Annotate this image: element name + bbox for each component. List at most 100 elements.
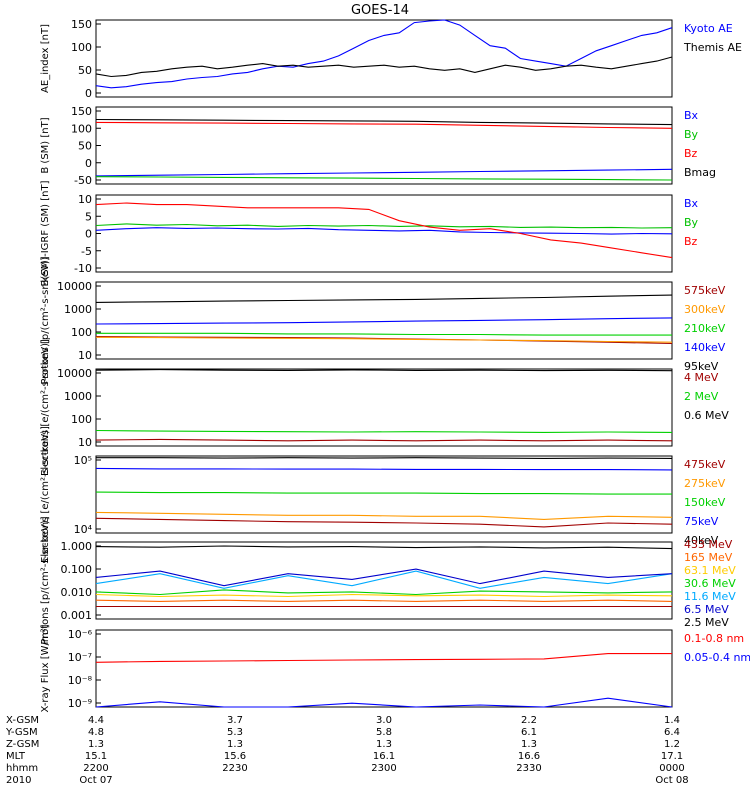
x-row-value: 5.8	[376, 727, 392, 738]
legend-entry: Kyoto AE	[684, 22, 733, 35]
y-axis-label: B(SM)-IGRF (SM) [nT]	[40, 180, 51, 286]
panel-frame	[95, 629, 673, 708]
legend-entry: 6.5 MeV	[684, 603, 729, 616]
y-tick-label: 100	[71, 326, 92, 339]
series-line-140keV	[95, 317, 673, 325]
panel-frame	[95, 368, 673, 447]
legend-entry: 63.1 MeV	[684, 564, 736, 577]
legend-entry: Bx	[684, 109, 699, 122]
x-row-value: 0000	[659, 763, 684, 774]
y-axis-label: Protons [p/(cm²-s-sr-keV)]	[40, 516, 51, 644]
legend-entry: 95keV	[684, 360, 719, 373]
panel-2: 150 100 50 0 -50 B (SM) [nT] Bx By Bz Bmag	[40, 105, 716, 187]
series-line-40keV	[96, 457, 673, 459]
legend-entry: By	[684, 128, 699, 141]
legend-entry: 0.6 MeV	[684, 409, 729, 422]
x-row-value: 16.6	[518, 751, 540, 762]
x-row-value: Oct 07	[79, 775, 112, 786]
x-row-value: 16.1	[373, 751, 395, 762]
legend-entry: 210keV	[684, 322, 726, 335]
legend-entry: 165 MeV	[684, 551, 733, 564]
y-tick-label: 10⁻⁸	[68, 674, 93, 687]
y-axis-label: Electrons [e/(cm²-s-sr-keV)]	[40, 339, 51, 476]
series-line-4-MeV	[95, 438, 673, 442]
y-tick-label: 0	[85, 228, 92, 241]
x-row-value: 6.1	[521, 727, 537, 738]
x-row-label: MLT	[6, 751, 26, 762]
legend-entry: Themis AE	[683, 41, 742, 54]
x-row-value: 2200	[83, 763, 108, 774]
panel-5: 10000 1000 100 10 Electrons [e/(cm²-s-sr-keV…	[40, 339, 729, 476]
y-tick-label: -5	[81, 245, 92, 258]
legend-entry: Bx	[684, 197, 699, 210]
y-tick-label: 10⁵	[74, 454, 92, 467]
legend-entry: Bz	[684, 235, 698, 248]
legend-entry: 2 MeV	[684, 390, 719, 403]
legend-entry: 2.5 MeV	[684, 616, 729, 629]
panel-frame	[95, 19, 673, 98]
legend-entry: 433 MeV	[684, 538, 733, 551]
x-row-value: 1.3	[88, 739, 104, 750]
y-tick-label: 10	[78, 349, 92, 362]
y-tick-label: 10000	[57, 280, 92, 293]
y-tick-label: 5	[85, 210, 92, 223]
y-tick-label: -10	[74, 262, 92, 275]
y-tick-label: 150	[71, 18, 92, 31]
series-line-0.6-MeV	[95, 369, 673, 372]
series-line-Kyoto-AE	[95, 19, 673, 89]
y-tick-label: 10000	[57, 367, 92, 380]
series-line-11.6-MeV	[95, 570, 673, 589]
x-row-label: X-GSM	[6, 715, 39, 726]
y-tick-label: 50	[78, 64, 92, 77]
x-row-value: 2300	[371, 763, 396, 774]
x-row-label: hhmm	[6, 763, 38, 774]
x-row-value: 3.0	[376, 715, 392, 726]
series-line-95keV	[95, 294, 673, 303]
y-tick-label: 0	[85, 87, 92, 100]
series-line-2-MeV	[95, 429, 673, 433]
y-tick-label: 0.100	[61, 563, 93, 576]
x-row-value: 4.8	[88, 727, 104, 738]
x-row-label: Z-GSM	[6, 739, 39, 750]
x-row-value: 1.2	[664, 739, 680, 750]
series-line-63.1-MeV	[95, 593, 673, 598]
x-row-label: 2010	[6, 775, 31, 786]
series-line-Bx	[95, 168, 673, 177]
series-line-165-MeV	[95, 599, 673, 602]
x-row-label: Y-GSM	[5, 727, 38, 738]
legend-entry: 140keV	[684, 341, 726, 354]
y-tick-label: 10⁻⁹	[68, 697, 92, 710]
y-tick-label: 100	[71, 41, 92, 54]
series-line-0.05-0.4-nm	[95, 697, 673, 708]
legend-entry: 75keV	[684, 515, 719, 528]
x-row-value: 6.4	[664, 727, 680, 738]
x-row-value: 5.3	[227, 727, 243, 738]
x-row-value: 2330	[516, 763, 541, 774]
panel-frame	[95, 455, 673, 534]
series-line-2.5-MeV	[95, 545, 673, 550]
y-axis-label: Electrons [e/(cm²-s-sr-keV)]	[40, 426, 51, 563]
series-line-0.1-0.8-nm	[95, 653, 672, 663]
x-row-value: 15.1	[85, 751, 107, 762]
legend-entry: 300keV	[684, 303, 726, 316]
legend-entry: 11.6 MeV	[684, 590, 736, 603]
legend-entry: 575keV	[684, 284, 726, 297]
y-tick-label: 0.010	[61, 586, 93, 599]
y-axis-label: B (SM) [nT]	[40, 117, 51, 173]
x-row-value: 3.7	[227, 715, 243, 726]
series-line-150keV	[95, 491, 672, 495]
panel-7: 1.000 0.100 0.010 0.001 Protons [p/(cm²-s-sr…	[40, 516, 736, 644]
series-line-Themis-AE	[95, 56, 673, 78]
panel-frame	[95, 281, 673, 360]
y-tick-label: 10⁻⁷	[68, 651, 92, 664]
series-line-Bx	[95, 227, 673, 235]
series-line-210keV	[96, 332, 672, 336]
legend-entry: 30.6 MeV	[684, 577, 736, 590]
panel-8: 10⁻⁶ 10⁻⁷ 10⁻⁸ 10⁻⁹ X-ray Flux [W/m²] 0.1-0.8…	[40, 624, 750, 712]
legend-entry: 150keV	[684, 496, 726, 509]
x-row-value: 17.1	[661, 751, 683, 762]
series-line-475keV	[95, 517, 673, 528]
panel-6: 10⁵ 10⁴ Electrons [e/(cm²-s-sr-keV)] 475keV…	[40, 426, 726, 563]
legend-entry: 0.05-0.4 nm	[684, 651, 750, 664]
legend-entry: Bz	[684, 147, 698, 160]
